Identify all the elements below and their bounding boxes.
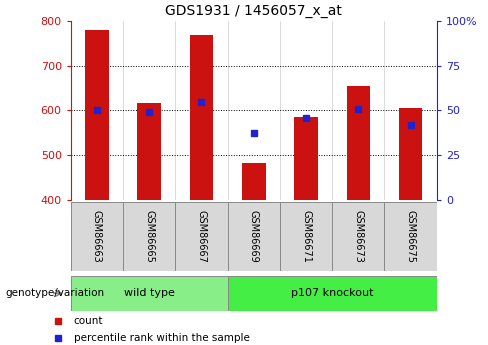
Bar	[227, 202, 280, 271]
Text: p107 knockout: p107 knockout	[291, 288, 373, 298]
Text: GSM86667: GSM86667	[197, 210, 206, 263]
Text: GSM86663: GSM86663	[92, 210, 102, 263]
Bar	[123, 202, 175, 271]
Text: GSM86669: GSM86669	[249, 210, 259, 263]
Bar	[346, 86, 370, 200]
Bar	[138, 103, 161, 200]
Bar	[227, 276, 437, 310]
Text: GSM86675: GSM86675	[406, 210, 416, 263]
Text: GSM86671: GSM86671	[301, 210, 311, 263]
Bar	[190, 35, 213, 200]
Text: count: count	[74, 316, 103, 326]
Bar	[294, 117, 318, 200]
Bar	[399, 108, 423, 200]
Bar	[332, 202, 385, 271]
Bar	[71, 276, 227, 310]
Bar	[71, 202, 123, 271]
Bar	[85, 30, 109, 200]
Text: wild type: wild type	[124, 288, 175, 298]
Text: genotype/variation: genotype/variation	[5, 288, 104, 298]
Bar	[385, 202, 437, 271]
Title: GDS1931 / 1456057_x_at: GDS1931 / 1456057_x_at	[165, 4, 342, 18]
Text: percentile rank within the sample: percentile rank within the sample	[74, 333, 249, 343]
Bar	[242, 163, 265, 200]
Text: GSM86673: GSM86673	[353, 210, 364, 263]
Text: GSM86665: GSM86665	[144, 210, 154, 263]
Bar	[280, 202, 332, 271]
Bar	[175, 202, 227, 271]
